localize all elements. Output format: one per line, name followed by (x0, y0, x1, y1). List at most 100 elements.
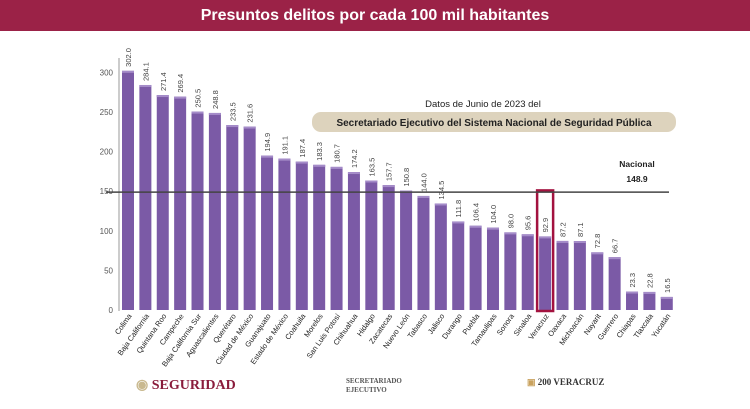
bar-Michoacán (573, 241, 586, 310)
bar-Baja California Sur (191, 111, 204, 310)
data-label: 271.4 (159, 72, 168, 91)
bar-Nayarit (591, 252, 604, 310)
bar-cap (417, 195, 430, 198)
data-label: 98.0 (506, 214, 515, 229)
veracruz-200-logo: ▣ 200 VERACRUZ (527, 377, 605, 387)
y-tick-label: 300 (100, 68, 114, 77)
bar-cap (208, 112, 221, 115)
bar-cap (452, 221, 465, 224)
bar-cap (469, 225, 482, 228)
bar-cap (608, 257, 621, 260)
data-label: 183.3 (315, 142, 324, 161)
data-label: 284.1 (141, 62, 150, 81)
national-label: Nacional (619, 159, 654, 169)
seguridad-logo: ◉ SEGURIDAD (136, 378, 236, 393)
bar-cap (243, 126, 256, 129)
data-label: 231.6 (246, 104, 255, 123)
bar-Chihuahua (347, 172, 360, 310)
bar-Tabasco (417, 195, 430, 310)
source-box (312, 112, 676, 132)
bar-Oaxaca (556, 240, 569, 310)
date-note: Datos de Junio de 2023 del (425, 99, 541, 110)
bar-cap (643, 291, 656, 294)
bar-cap (347, 172, 360, 175)
bar-Quintana Roo (156, 95, 169, 310)
data-label: 187.4 (298, 139, 307, 158)
data-label: 92.9 (541, 218, 550, 233)
data-label: 191.1 (280, 136, 289, 155)
bar-Baja California (139, 84, 152, 310)
y-tick-label: 100 (100, 227, 114, 236)
bar-cap (573, 241, 586, 244)
highlight-box (535, 189, 555, 313)
data-label: 174.2 (350, 149, 359, 168)
bar-cap (539, 236, 552, 239)
bar-Sonora (504, 232, 517, 310)
source-text: Secretariado Ejecutivo del Sistema Nacio… (336, 118, 652, 129)
bar-Hidalgo (365, 180, 378, 310)
bar-cap (122, 70, 134, 73)
data-label: 150.8 (402, 168, 411, 187)
bar-cap (660, 296, 673, 299)
y-tick-label: 50 (104, 266, 113, 275)
page-title: Presuntos delitos por cada 100 mil habit… (0, 0, 750, 31)
bar-cap (504, 232, 517, 235)
bar-cap (156, 95, 169, 98)
bar-cap (626, 291, 639, 294)
data-label: 134.5 (437, 181, 446, 200)
secretariado-logo: SECRETARIADO EJECUTIVO (346, 377, 402, 394)
bar-Puebla (469, 225, 482, 310)
y-tick-label: 200 (100, 148, 114, 157)
data-label: 180.7 (333, 144, 342, 163)
bar-Tamaulipas (486, 227, 499, 310)
bar-cap (191, 111, 204, 114)
data-label: 22.8 (645, 273, 654, 288)
bar-Coahuila (295, 161, 308, 310)
bar-Guerrero (608, 257, 621, 310)
bar-Morelos (313, 164, 326, 310)
data-label: 87.2 (559, 222, 568, 237)
bar-San Luis Potosí (330, 166, 343, 310)
bar-cap (521, 234, 534, 237)
data-label: 157.7 (385, 162, 394, 181)
bar-Durango (452, 221, 465, 310)
bar-Nuevo León (400, 190, 413, 310)
national-value: 148.9 (626, 174, 648, 184)
bar-Colima (122, 70, 134, 310)
bar-cap (556, 240, 569, 243)
data-label: 111.8 (454, 200, 463, 218)
bar-cap (434, 203, 447, 206)
bar-cap (139, 84, 152, 87)
data-label: 16.5 (663, 278, 672, 293)
bar-cap (226, 125, 239, 128)
data-label: 95.6 (524, 216, 533, 231)
bar-cap (261, 155, 274, 158)
bar-Campeche (174, 96, 187, 311)
bar-Estado de México (278, 158, 291, 310)
data-label: 23.3 (628, 273, 637, 288)
bar-Yucatán (660, 296, 673, 310)
bar-Guanajuato (261, 155, 274, 310)
bar-cap (365, 180, 378, 183)
bar-Aguascalientes (208, 112, 221, 310)
bar-cap (591, 252, 604, 255)
bar-cap (295, 161, 308, 164)
bar-Chiapas (626, 291, 639, 310)
bar-cap (174, 96, 187, 99)
data-label: 269.4 (176, 74, 185, 93)
data-label: 250.5 (194, 89, 203, 108)
data-label: 87.1 (576, 222, 585, 237)
data-label: 66.7 (611, 239, 620, 254)
y-tick-label: 0 (109, 306, 114, 315)
bar-Zacatecas (382, 185, 395, 310)
data-label: 194.9 (263, 133, 272, 152)
bar-cap (330, 166, 343, 169)
data-label: 106.4 (472, 203, 481, 222)
bar-Querétaro (226, 125, 239, 311)
data-label: 302.0 (124, 48, 133, 67)
data-label: 144.0 (419, 173, 428, 192)
bar-Jalisco (434, 203, 447, 310)
y-tick-label: 250 (100, 108, 114, 117)
